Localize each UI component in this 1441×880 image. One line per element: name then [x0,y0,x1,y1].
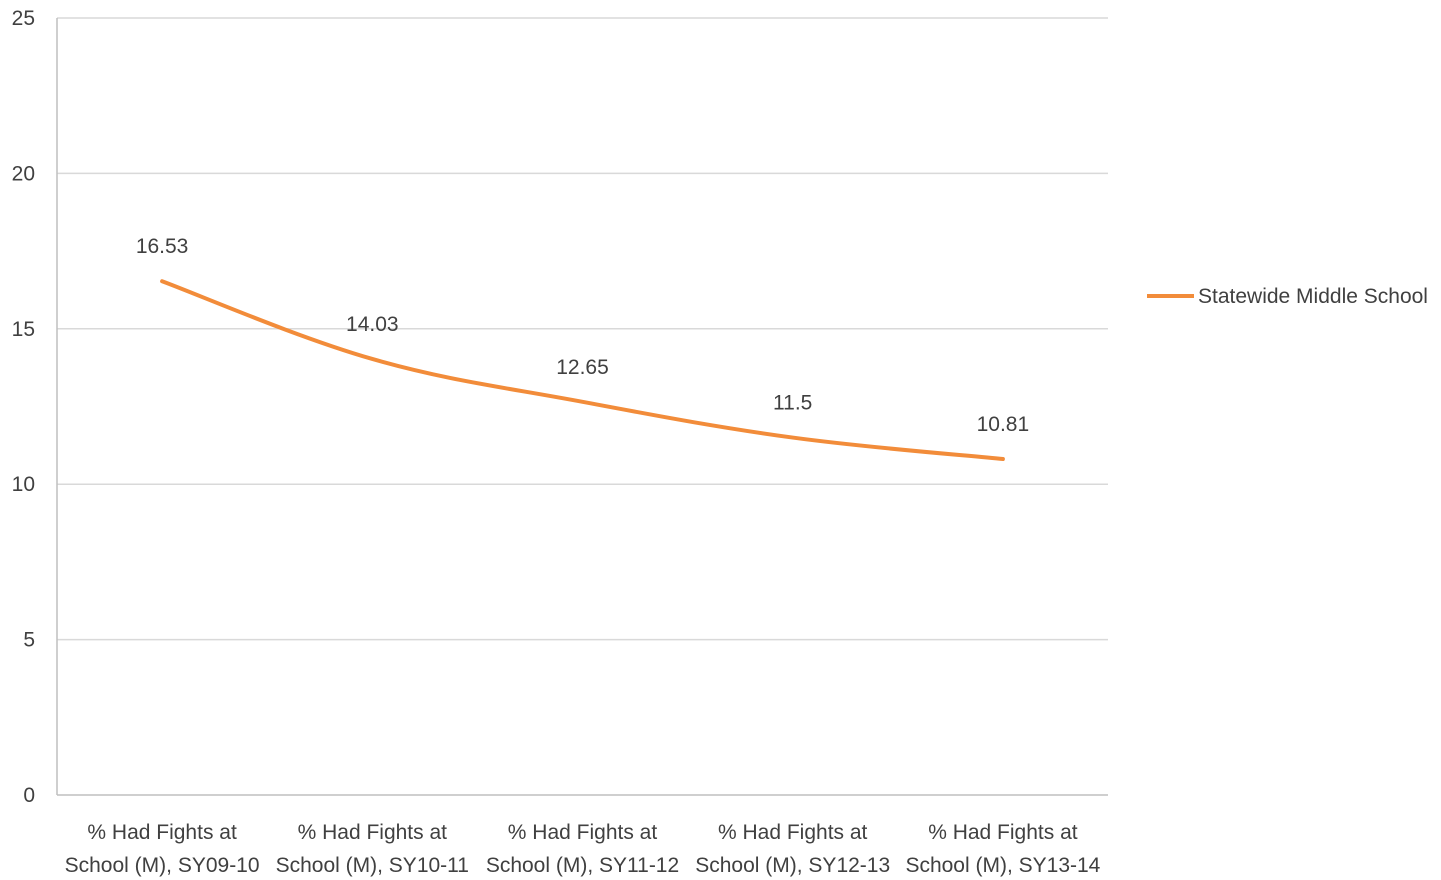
y-tick-label: 5 [23,629,35,652]
x-tick-label-line: % Had Fights at [718,821,868,844]
data-label: 11.5 [773,392,812,415]
y-tick-label: 25 [12,7,35,30]
data-labels: 16.53 14.03 12.65 11.5 10.81 [136,235,1029,436]
series-lines [160,279,1005,462]
legend-label: Statewide Middle School [1198,285,1428,308]
data-label: 14.03 [346,313,399,336]
x-tick-label-line: School (M), SY11-12 [486,854,679,877]
x-tick-label: % Had Fights at School (M), SY13-14 [905,821,1100,877]
gridlines [57,17,1108,641]
y-axis-tick-labels: 0 5 10 15 20 25 [12,7,35,807]
y-tick-label: 0 [23,784,35,807]
y-tick-label: 15 [12,318,35,341]
y-tick-label: 10 [12,473,35,496]
x-tick-label: % Had Fights at School (M), SY10-11 [276,821,469,877]
x-tick-label-line: School (M), SY12-13 [695,854,890,877]
x-tick-label-line: % Had Fights at [298,821,448,844]
y-tick-label: 20 [12,162,35,185]
x-tick-label-line: % Had Fights at [87,821,237,844]
x-axis-tick-labels: % Had Fights at School (M), SY09-10% Had … [65,821,1101,877]
data-label: 10.81 [977,413,1030,436]
x-tick-label-line: School (M), SY13-14 [905,854,1100,877]
x-tick-label: % Had Fights at School (M), SY11-12 [486,821,679,877]
x-tick-label: % Had Fights at School (M), SY12-13 [695,821,890,877]
data-label: 12.65 [556,356,609,379]
x-tick-label-line: % Had Fights at [508,821,658,844]
x-tick-label: % Had Fights at School (M), SY09-10 [65,821,260,877]
data-label: 16.53 [136,235,189,258]
x-tick-label-line: School (M), SY09-10 [65,854,260,877]
legend: Statewide Middle School [1147,285,1428,308]
x-tick-label-line: School (M), SY10-11 [276,854,469,877]
x-tick-label-line: % Had Fights at [928,821,1078,844]
axes [56,18,1108,796]
